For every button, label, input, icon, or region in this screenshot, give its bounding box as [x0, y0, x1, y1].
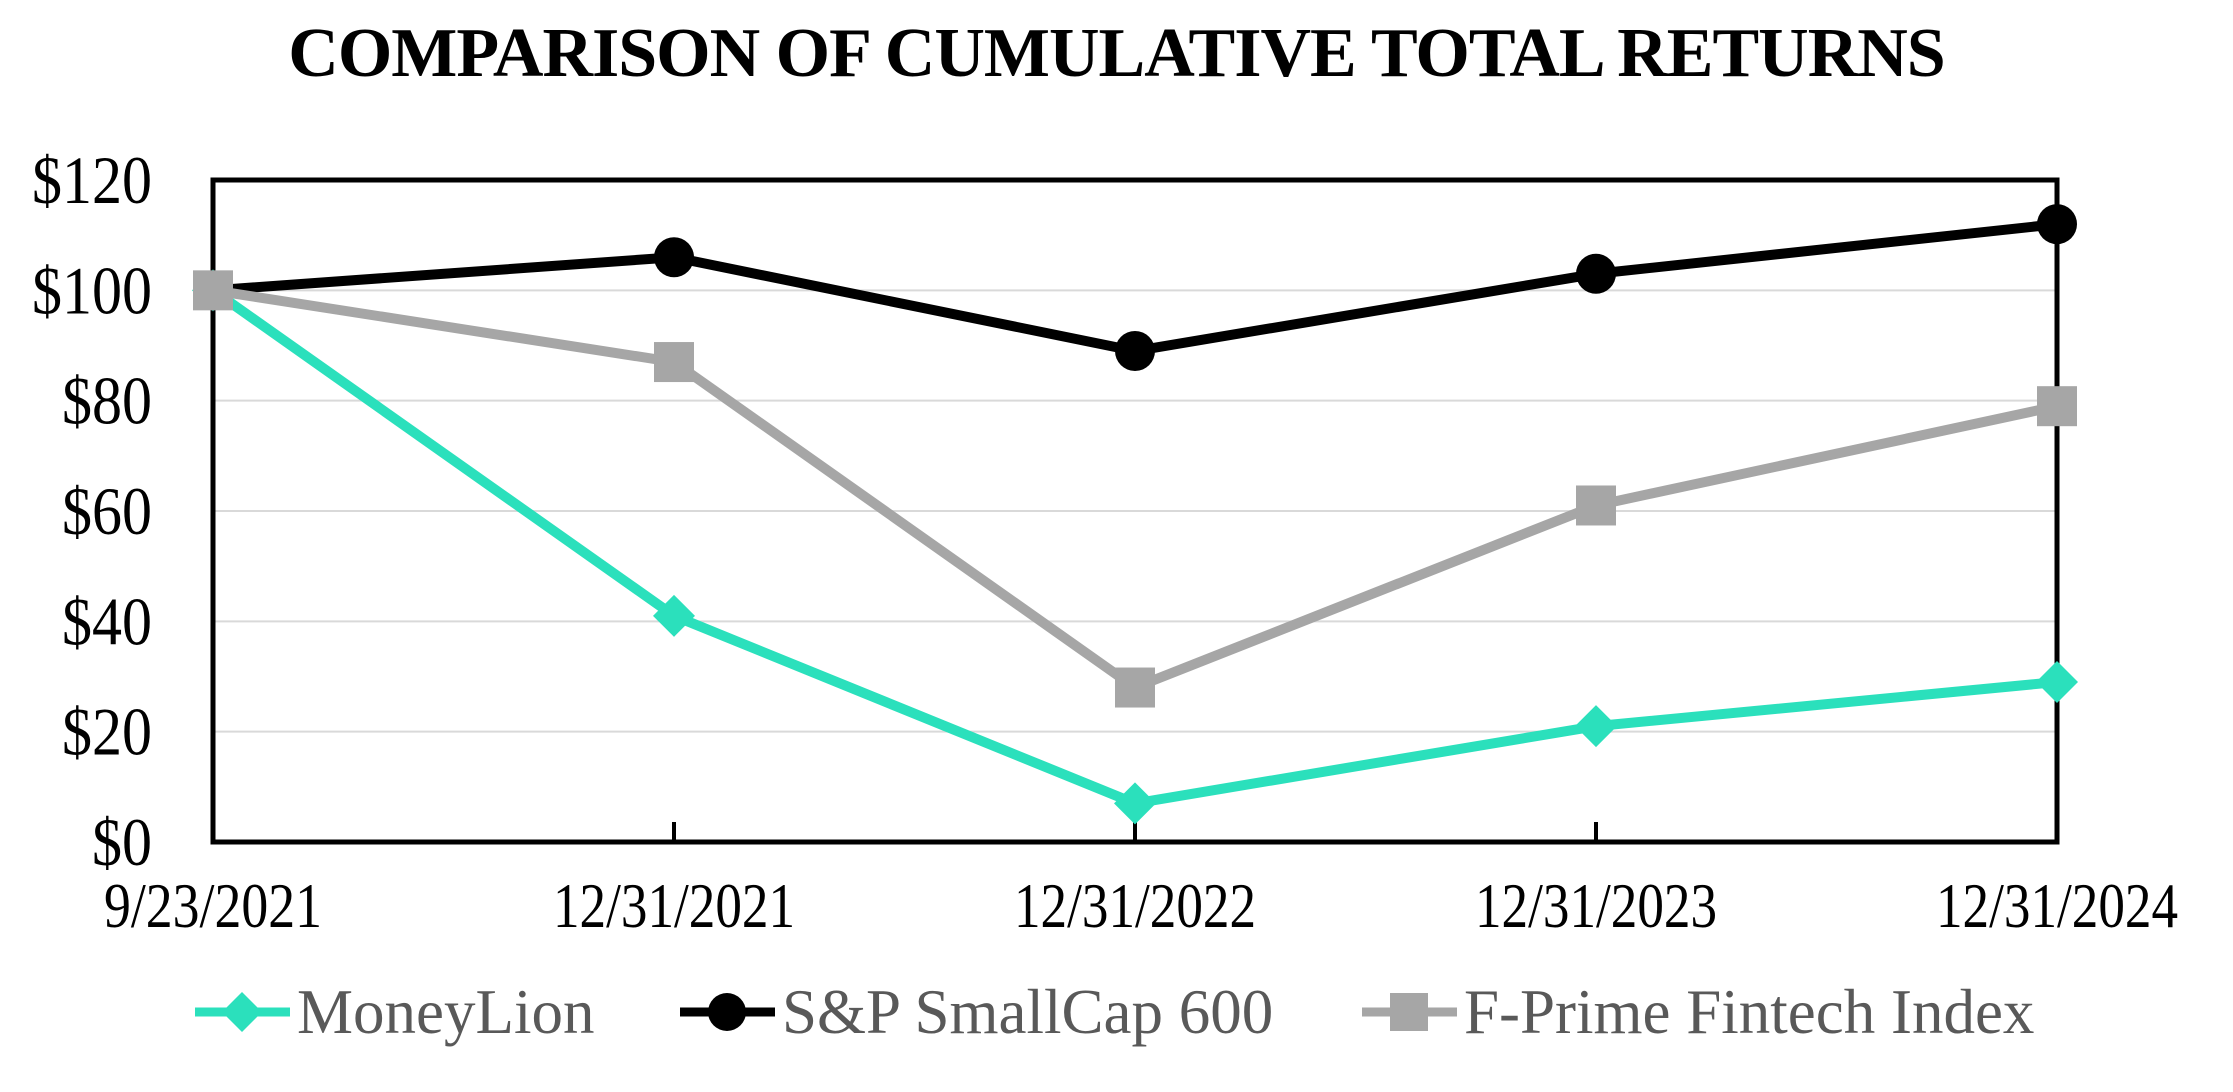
x-axis-label: 12/31/2024	[1936, 870, 2178, 941]
legend-marker	[708, 993, 746, 1031]
data-point-f-prime-fintech-index	[1576, 485, 1616, 526]
data-point-moneylion	[653, 594, 695, 637]
legend-label: F-Prime Fintech Index	[1464, 976, 2035, 1047]
data-point-f-prime-fintech-index	[2037, 386, 2077, 427]
legend-item-f-prime-fintech-index: F-Prime Fintech Index	[1362, 968, 2034, 1056]
y-axis-label: $0	[92, 804, 152, 880]
legend-item-moneylion: MoneyLion	[195, 968, 594, 1056]
legend-marker	[222, 992, 262, 1032]
y-axis-label: $100	[32, 252, 152, 328]
data-point-s-p-smallcap-600	[1576, 253, 1616, 294]
legend: MoneyLion S&P SmallCap 600 F-Prime Finte…	[0, 968, 2233, 1056]
data-point-moneylion	[2036, 661, 2078, 704]
data-point-moneylion	[1575, 705, 1617, 748]
plot-border	[210, 177, 2060, 845]
y-axis-label: $60	[62, 473, 152, 549]
legend-item-sp-smallcap-600: S&P SmallCap 600	[680, 968, 1273, 1056]
legend-marker-square-icon	[1362, 993, 1457, 1031]
y-axis-label: $80	[62, 363, 152, 439]
data-point-f-prime-fintech-index	[193, 270, 233, 311]
y-axis-label: $40	[62, 583, 152, 659]
chart-title: COMPARISON OF CUMULATIVE TOTAL RETURNS	[288, 15, 1945, 92]
data-point-f-prime-fintech-index	[654, 342, 694, 383]
legend-label: MoneyLion	[297, 976, 595, 1047]
y-axis-label: $20	[62, 694, 152, 770]
data-point-s-p-smallcap-600	[1115, 331, 1155, 372]
data-point-s-p-smallcap-600	[654, 237, 694, 278]
legend-label: S&P SmallCap 600	[782, 976, 1274, 1047]
x-axis-label: 12/31/2021	[553, 870, 795, 941]
legend-marker	[1390, 993, 1428, 1031]
data-point-moneylion	[1114, 782, 1156, 825]
legend-marker-diamond-icon	[195, 992, 290, 1032]
x-axis-label: 9/23/2021	[104, 870, 322, 941]
x-axis-label: 12/31/2022	[1014, 870, 1256, 941]
y-axis-label: $120	[32, 142, 152, 218]
data-point-f-prime-fintech-index	[1115, 667, 1155, 708]
x-axis-label: 12/31/2023	[1475, 870, 1717, 941]
legend-marker-circle-icon	[680, 993, 775, 1031]
data-point-s-p-smallcap-600	[2037, 204, 2077, 245]
